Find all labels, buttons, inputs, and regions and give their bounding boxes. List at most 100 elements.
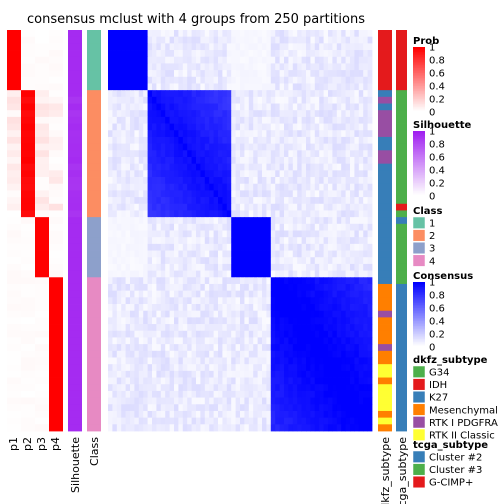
matrix-cell <box>253 404 258 412</box>
matrix-cell <box>116 63 122 71</box>
track-cell <box>35 277 49 285</box>
matrix-cell <box>350 317 355 325</box>
matrix-cell <box>332 277 338 285</box>
legend-title: dkfz_subtype <box>413 355 488 366</box>
matrix-cell <box>284 297 289 305</box>
track-cell <box>49 223 63 231</box>
matrix-cell <box>125 384 131 392</box>
legend-gradient-step <box>413 179 425 182</box>
matrix-cell <box>218 310 223 318</box>
matrix-cell <box>306 56 311 64</box>
matrix-cell <box>138 43 144 51</box>
matrix-cell <box>204 243 210 251</box>
matrix-cell <box>323 350 329 358</box>
matrix-cell <box>125 410 131 419</box>
matrix-cell <box>130 410 135 419</box>
matrix-cell <box>169 116 175 124</box>
matrix-cell <box>204 250 210 258</box>
matrix-cell <box>108 237 113 245</box>
track-cell <box>68 230 82 238</box>
matrix-cell <box>156 277 162 285</box>
matrix-cell <box>248 350 254 358</box>
matrix-cell <box>306 364 311 372</box>
matrix-cell <box>116 43 122 51</box>
matrix-cell <box>187 330 192 338</box>
matrix-cell <box>174 310 179 318</box>
matrix-cell <box>310 223 316 231</box>
matrix-cell <box>279 337 285 345</box>
matrix-cell <box>209 344 214 352</box>
matrix-cell <box>297 70 302 78</box>
matrix-cell <box>108 324 113 332</box>
matrix-cell <box>138 364 144 372</box>
matrix-cell <box>314 283 320 292</box>
matrix-cell <box>262 410 267 419</box>
matrix-cell <box>350 243 355 251</box>
matrix-cell <box>147 197 153 205</box>
matrix-cell <box>178 424 184 432</box>
track-cell <box>49 36 63 44</box>
matrix-cell <box>213 344 219 352</box>
matrix-cell <box>209 317 214 325</box>
matrix-cell <box>284 70 289 78</box>
matrix-cell <box>292 377 298 385</box>
matrix-cell <box>367 243 373 251</box>
matrix-cell <box>266 203 272 211</box>
matrix-cell <box>306 243 311 251</box>
matrix-cell <box>200 370 206 378</box>
matrix-cell <box>275 324 280 332</box>
matrix-cell <box>367 130 373 138</box>
matrix-cell <box>226 197 232 205</box>
matrix-cell <box>226 277 232 285</box>
legend-gradient-step <box>413 304 425 307</box>
matrix-cell <box>367 404 373 412</box>
matrix-cell <box>336 370 342 378</box>
matrix-cell <box>358 136 364 145</box>
matrix-cell <box>138 203 144 211</box>
matrix-cell <box>363 357 368 365</box>
matrix-cell <box>354 50 360 58</box>
matrix-cell <box>288 350 294 358</box>
legend-gradient-step <box>413 192 425 195</box>
matrix-cell <box>125 123 131 131</box>
matrix-cell <box>253 123 258 131</box>
matrix-cell <box>218 217 223 225</box>
matrix-cell <box>226 123 232 131</box>
matrix-cell <box>279 56 285 64</box>
matrix-cell <box>209 357 214 365</box>
matrix-cell <box>319 417 324 425</box>
matrix-cell <box>288 30 294 38</box>
matrix-cell <box>310 130 316 138</box>
matrix-cell <box>275 357 280 365</box>
matrix-cell <box>248 243 254 251</box>
matrix-cell <box>152 143 157 151</box>
matrix-cell <box>226 330 232 338</box>
matrix-cell <box>116 297 122 305</box>
matrix-cell <box>248 304 254 312</box>
matrix-cell <box>213 143 219 151</box>
matrix-cell <box>112 350 118 358</box>
matrix-cell <box>187 364 192 372</box>
track-cell <box>68 190 82 198</box>
matrix-cell <box>178 257 184 265</box>
matrix-cell <box>244 404 250 412</box>
matrix-cell <box>204 357 210 365</box>
matrix-cell <box>182 384 188 392</box>
matrix-cell <box>165 350 170 358</box>
track-cell <box>396 56 407 64</box>
matrix-cell <box>152 183 157 191</box>
matrix-cell <box>196 110 201 118</box>
matrix-cell <box>226 183 232 191</box>
legend-gradient-step <box>413 102 425 105</box>
matrix-cell <box>248 116 254 124</box>
matrix-cell <box>231 190 236 198</box>
matrix-cell <box>174 136 179 145</box>
track-cell <box>396 404 407 412</box>
legend-gradient-step <box>413 345 425 348</box>
track-cell <box>68 270 82 278</box>
matrix-cell <box>336 243 342 251</box>
track-cell <box>7 163 21 171</box>
matrix-cell <box>354 190 360 198</box>
matrix-cell <box>345 83 351 91</box>
matrix-cell <box>143 263 148 271</box>
